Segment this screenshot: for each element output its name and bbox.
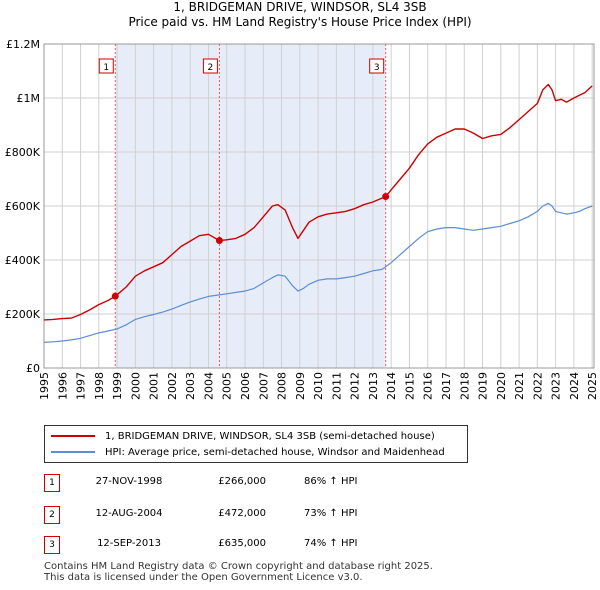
sale-price: £266,000	[218, 476, 266, 487]
x-tick-label: 2009	[294, 372, 307, 400]
x-tick-label: 2007	[257, 372, 270, 400]
footer-notice: Contains HM Land Registry data © Crown c…	[44, 561, 433, 583]
y-tick-label: £400K	[5, 254, 41, 267]
price-chart: 1 2 3 £0 £200K £400K £600K £800K £1M £1.2M 1995 199…	[5, 38, 599, 400]
table-row: 3 12-SEP-2013 £635,000 74% ↑ HPI	[44, 536, 444, 554]
chart-title: 1, BRIDGEMAN DRIVE, WINDSOR, SL4 3SB	[173, 0, 427, 14]
y-tick-label: £600K	[5, 200, 41, 213]
x-tick-label: 2018	[458, 372, 471, 400]
sale-label-box	[369, 58, 385, 74]
x-tick-label: 2024	[568, 372, 581, 400]
x-tick-label: 2012	[349, 372, 362, 400]
sale-number-badge: 3	[44, 536, 60, 554]
x-tick-label: 2008	[276, 372, 289, 400]
x-tick-label: 2015	[403, 372, 416, 400]
x-tick-label: 2001	[148, 372, 161, 400]
x-tick-label: 2025	[586, 372, 599, 400]
legend-label-property: 1, BRIDGEMAN DRIVE, WINDSOR, SL4 3SB (se…	[105, 430, 435, 442]
footer-copyright: Contains HM Land Registry data © Crown c…	[44, 561, 433, 572]
table-row: 2 12-AUG-2004 £472,000 73% ↑ HPI	[44, 506, 444, 524]
sale-date: 27-NOV-1998	[95, 476, 163, 487]
sale-label-box	[98, 58, 114, 74]
sale-price: £635,000	[218, 538, 266, 549]
sale-price: £472,000	[218, 508, 266, 519]
footer-licence: This data is licensed under the Open Gov…	[44, 572, 363, 583]
y-tick-label: £800K	[5, 146, 41, 159]
legend-swatch-hpi	[51, 451, 95, 453]
sale-date: 12-AUG-2004	[95, 508, 163, 519]
x-tick-label: 1998	[93, 372, 106, 400]
x-tick-label: 2013	[367, 372, 380, 400]
x-tick-label: 2000	[129, 372, 142, 400]
sale-label-box	[202, 58, 218, 74]
plot-border	[43, 43, 595, 369]
x-tick-label: 2022	[531, 372, 544, 400]
x-tick-label: 1997	[75, 372, 88, 400]
x-tick-label: 2005	[221, 372, 234, 400]
legend-item-property: 1, BRIDGEMAN DRIVE, WINDSOR, SL4 3SB (se…	[51, 428, 435, 444]
x-tick-label: 2014	[385, 372, 398, 400]
x-tick-label: 2020	[495, 372, 508, 400]
y-tick-label: £200K	[5, 308, 41, 321]
y-tick-label: £0	[26, 362, 40, 375]
x-tick-label: 2003	[184, 372, 197, 400]
chart-legend: 1, BRIDGEMAN DRIVE, WINDSOR, SL4 3SB (se…	[44, 425, 468, 463]
sale-label: 2	[208, 63, 214, 73]
sale-number-badge: 2	[44, 506, 60, 524]
chart-subtitle: Price paid vs. HM Land Registry's House …	[128, 15, 472, 29]
hpi-line	[43, 202, 593, 343]
x-tick-label: 2006	[239, 372, 252, 400]
sale-point	[215, 237, 223, 245]
sale-hpi-diff: 74% ↑ HPI	[304, 538, 358, 549]
x-tick-label: 2017	[440, 372, 453, 400]
sale-number-badge: 1	[44, 474, 60, 492]
sale-label: 3	[374, 63, 380, 73]
legend-label-hpi: HPI: Average price, semi-detached house,…	[105, 446, 445, 458]
y-tick-label: £1M	[17, 92, 41, 105]
x-tick-label: 2019	[477, 372, 490, 400]
sale-label: 1	[103, 63, 109, 73]
x-tick-label: 2011	[330, 372, 343, 400]
legend-swatch-property	[51, 435, 95, 437]
sale-date: 12-SEP-2013	[97, 538, 161, 549]
legend-item-hpi: HPI: Average price, semi-detached house,…	[51, 444, 445, 460]
sale-hpi-diff: 86% ↑ HPI	[304, 476, 358, 487]
x-tick-label: 1995	[38, 372, 51, 400]
property-price-line	[43, 83, 593, 321]
table-row: 1 27-NOV-1998 £266,000 86% ↑ HPI	[44, 474, 444, 492]
x-tick-label: 2016	[422, 372, 435, 400]
x-tick-label: 2010	[312, 372, 325, 400]
sale-hpi-diff: 73% ↑ HPI	[304, 508, 358, 519]
x-tick-label: 1996	[56, 372, 69, 400]
sale-point	[382, 193, 390, 201]
x-tick-label: 2004	[202, 372, 215, 400]
x-tick-label: 1999	[111, 372, 124, 400]
sale-point	[111, 292, 119, 300]
x-tick-label: 2023	[550, 372, 563, 400]
x-tick-label: 2021	[513, 372, 526, 400]
chart-title-block: 1, BRIDGEMAN DRIVE, WINDSOR, SL4 3SB Pri…	[0, 0, 600, 30]
y-tick-label: £1.2M	[6, 38, 40, 51]
x-tick-label: 2002	[166, 372, 179, 400]
